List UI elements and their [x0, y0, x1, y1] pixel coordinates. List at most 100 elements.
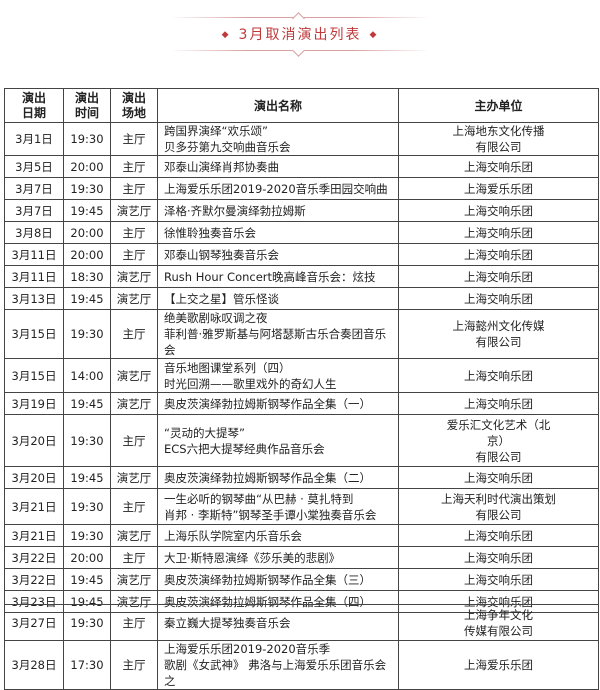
- cell-time: 19:30: [63, 524, 111, 547]
- cell-date: 3月15日: [4, 309, 64, 359]
- cell-venue: 演艺厅: [110, 287, 158, 310]
- cell-name: 上海乐队学院室内乐音乐会: [157, 524, 399, 547]
- cell-org: 上海交响乐团: [398, 466, 599, 489]
- cell-org-line: 爱乐汇文化艺术（北: [446, 417, 551, 432]
- cell-org-line: 上海爱乐乐团: [464, 181, 533, 196]
- table-row: 3月5日 20:00 主厅 邓泰山演绎肖邦协奏曲 上海交响乐团: [4, 155, 599, 178]
- cell-time: 17:30: [63, 640, 111, 690]
- table-row: 3月1日 19:30 主厅 跨国界演绎“欢乐颂” 贝多芬第九交响曲音乐会 上海地东文化传播…: [4, 122, 599, 156]
- cell-date: 3月7日: [4, 177, 64, 200]
- cell-name: 徐惟聆独奏音乐会: [157, 221, 399, 244]
- cell-name: 跨国界演绎“欢乐颂” 贝多芬第九交响曲音乐会: [157, 122, 399, 156]
- cell-org: 上海交响乐团: [398, 568, 599, 591]
- cell-name-line: 奥皮茨演绎勃拉姆斯钢琴作品全集（二）: [164, 470, 371, 485]
- cell-venue: 主厅: [110, 546, 158, 569]
- cell-date: 3月8日: [4, 221, 64, 244]
- cell-org: 上海交响乐团: [398, 199, 599, 222]
- cell-name-line: 泽格·齐默尔曼演绎勃拉姆斯: [164, 203, 306, 218]
- cell-org: 爱乐汇文化艺术（北 京） 有限公司: [398, 414, 599, 467]
- cancelled-shows-table-continued: 3月27日 19:30 主厅 秦立巍大提琴独奏音乐会 上海争年文化 传媒有限公司 3月28日…: [4, 604, 599, 690]
- cell-venue: 演艺厅: [110, 524, 158, 547]
- cell-name-line: 秦立巍大提琴独奏音乐会: [164, 615, 291, 630]
- table-header-row: 演出日期 演出时间 演出场地 演出名称 主办单位: [4, 88, 599, 123]
- cell-date: 3月15日: [4, 358, 64, 393]
- cell-time: 19:45: [63, 392, 111, 415]
- cell-org: 上海交响乐团: [398, 221, 599, 244]
- cell-name: 秦立巍大提琴独奏音乐会: [157, 604, 399, 641]
- cell-name-line: 跨国界演绎“欢乐颂”: [164, 124, 268, 138]
- cell-org: 上海懿州文化传媒 有限公司: [398, 309, 599, 359]
- cell-time: 19:45: [63, 466, 111, 489]
- cell-name: 绝美歌剧咏叹调之夜菲利普·雅罗斯基与阿塔瑟斯古乐合奏团音乐会: [157, 309, 399, 359]
- cell-org-line: 上海交响乐团: [464, 528, 533, 543]
- cell-org-line: 上海地东文化传播: [452, 124, 545, 138]
- cell-time: 19:45: [63, 199, 111, 222]
- table-row: 3月22日 19:45 演艺厅 奥皮茨演绎勃拉姆斯钢琴作品全集（三） 上海交响乐团: [4, 568, 599, 591]
- cell-name-line: 奥皮茨演绎勃拉姆斯钢琴作品全集（三）: [164, 572, 371, 587]
- header-time: 演出时间: [63, 88, 111, 123]
- cell-org: 上海交响乐团: [398, 265, 599, 288]
- cell-name-line: 绝美歌剧咏叹调之夜: [164, 311, 268, 325]
- cell-org: 上海地东文化传播 有限公司: [398, 122, 599, 156]
- cell-venue: 主厅: [110, 309, 158, 359]
- cell-name: Rush Hour Concert晚高峰音乐会：炫技: [157, 265, 399, 288]
- cell-org: 上海交响乐团: [398, 524, 599, 547]
- cell-name: 大卫·斯特恩演绎《莎乐美的悲剧》: [157, 546, 399, 569]
- cell-venue: 主厅: [110, 221, 158, 244]
- cell-org: 上海交响乐团: [398, 287, 599, 310]
- cell-time: 19:30: [63, 309, 111, 359]
- table-row: 3月7日 19:45 演艺厅 泽格·齐默尔曼演绎勃拉姆斯 上海交响乐团: [4, 199, 599, 222]
- table-row: 3月11日 20:00 主厅 邓泰山钢琴独奏音乐会 上海交响乐团: [4, 243, 599, 266]
- cell-venue: 主厅: [110, 640, 158, 690]
- page-title-text: 3月取消演出列表: [238, 27, 362, 43]
- cell-name-line: Rush Hour Concert晚高峰音乐会：炫技: [164, 269, 376, 284]
- cell-org: 上海交响乐团: [398, 546, 599, 569]
- table-row: 3月28日 17:30 主厅 上海爱乐乐团2019-2020音乐季 歌剧《女武神》 弗洛…: [4, 640, 599, 690]
- cell-name-line: 上海爱乐乐团2019-2020音乐季: [164, 642, 331, 656]
- cell-date: 3月20日: [4, 414, 64, 467]
- cell-org: 上海交响乐团: [398, 358, 599, 393]
- table-row: 3月22日 20:00 主厅 大卫·斯特恩演绎《莎乐美的悲剧》 上海交响乐团: [4, 546, 599, 569]
- table-row: 3月7日 19:30 主厅 上海爱乐乐团2019-2020音乐季田园交响曲 上海爱乐乐团: [4, 177, 599, 200]
- cell-org-line: 上海交响乐团: [464, 396, 533, 411]
- cell-org-line: 上海交响乐团: [464, 470, 533, 485]
- cell-time: 19:30: [63, 177, 111, 200]
- cell-org: 上海交响乐团: [398, 155, 599, 178]
- cell-org-line: 有限公司: [475, 335, 522, 349]
- cell-name-line: 菲利普·雅罗斯基与阿塔瑟斯古乐合奏团音乐会: [164, 327, 387, 357]
- cell-name-line: 上海爱乐乐团2019-2020音乐季田园交响曲: [164, 181, 388, 196]
- cell-org-line: 上海天利时代演出策划: [441, 491, 556, 506]
- cell-venue: 主厅: [110, 177, 158, 200]
- cell-org-line: 上海交响乐团: [464, 225, 533, 240]
- header-name: 演出名称: [157, 88, 399, 123]
- cell-time: 20:00: [63, 155, 111, 178]
- cell-name: 一生必听的钢琴曲“从巴赫 · 莫扎特到 肖邦 · 李斯特”钢琴圣手谭小棠独奏音乐会: [157, 488, 399, 525]
- table-row: 3月21日 19:30 主厅 一生必听的钢琴曲“从巴赫 · 莫扎特到 肖邦 · 李斯特”…: [4, 488, 599, 525]
- cell-date: 3月7日: [4, 199, 64, 222]
- cell-org-line: 京）: [487, 433, 510, 448]
- cell-date: 3月20日: [4, 466, 64, 489]
- cell-venue: 演艺厅: [110, 568, 158, 591]
- cell-date: 3月19日: [4, 392, 64, 415]
- cell-name-line: 贝多芬第九交响曲音乐会: [164, 140, 291, 154]
- table-row: 3月13日 19:45 演艺厅 【上交之星】管乐怪谈 上海交响乐团: [4, 287, 599, 310]
- cell-name-line: 音乐地图课堂系列（四）: [164, 360, 291, 375]
- cell-org: 上海天利时代演出策划 有限公司: [398, 488, 599, 525]
- cell-org: 上海争年文化 传媒有限公司: [398, 604, 599, 641]
- ornament: [292, 12, 305, 25]
- cell-org-line: 上海交响乐团: [464, 291, 533, 306]
- cell-name-line: “灵动的大提琴”: [164, 425, 245, 440]
- cell-name-line: 歌剧《女武神》 弗洛与上海爱乐乐团音乐会之: [164, 658, 387, 688]
- table-row: 3月19日 19:45 演艺厅 奥皮茨演绎勃拉姆斯钢琴作品全集（一） 上海交响乐团: [4, 392, 599, 415]
- cell-time: 19:45: [63, 287, 111, 310]
- cell-org: 上海交响乐团: [398, 392, 599, 415]
- cell-venue: 演艺厅: [110, 199, 158, 222]
- cell-venue: 主厅: [110, 155, 158, 178]
- cell-name-line: 邓泰山钢琴独奏音乐会: [164, 247, 279, 262]
- cell-venue: 演艺厅: [110, 392, 158, 415]
- cell-date: 3月27日: [4, 604, 64, 641]
- cell-org-line: 上海交响乐团: [464, 269, 533, 284]
- cell-venue: 演艺厅: [110, 265, 158, 288]
- cell-venue: 主厅: [110, 488, 158, 525]
- cell-date: 3月11日: [4, 265, 64, 288]
